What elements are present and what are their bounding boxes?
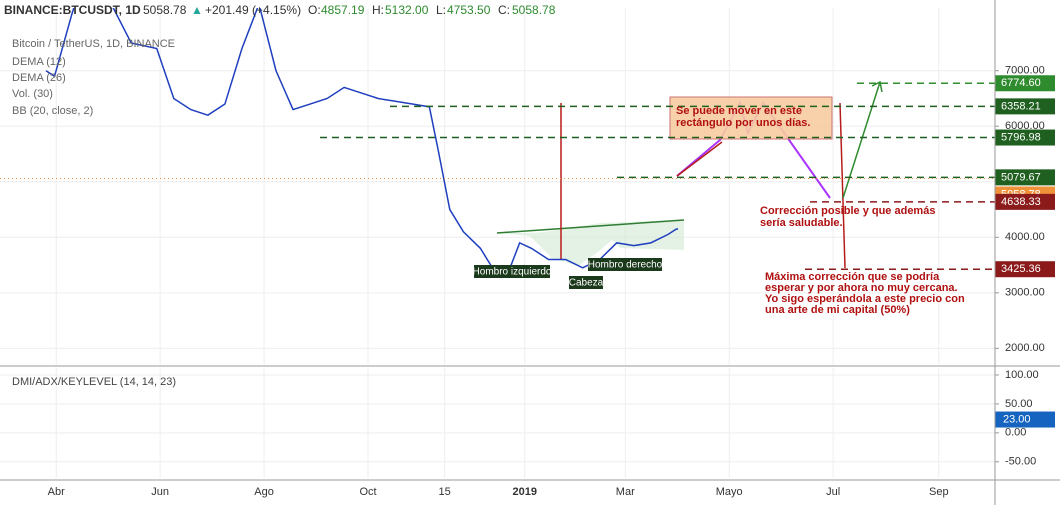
label-bg [474,265,550,278]
note-2: Corrección posible y que además sería sa… [760,205,936,229]
open: 4857.19 [321,3,365,17]
arrow-head [871,80,883,93]
level-tag [995,261,1055,278]
pattern-label: Hombro derecho [588,260,663,271]
level-label: 4638.33 [1001,196,1041,208]
indicator: DEMA (12) [12,56,66,68]
level-label: 5796.98 [1001,131,1041,143]
note-1: Se puede mover en este rectángulo por un… [676,105,811,129]
note-3: Máxima corrección que se podría esperar … [765,272,965,316]
x-tick-label: Jun [151,486,169,498]
level-label: 6774.60 [1001,77,1041,89]
move-line [676,141,723,177]
x-tick-label: 15 [439,486,451,498]
note-box [669,96,833,140]
neckline [496,219,685,234]
key-level-tag [995,411,1055,428]
y-tick-label: 3000.00 [1005,287,1045,299]
x-tick-label: Mayo [716,486,743,498]
y-tick-label: 6000.00 [1005,120,1045,132]
drawings [496,80,883,269]
note-text: Máxima corrección que se podría esperar … [765,272,965,316]
high-label: H: [372,3,384,17]
indicator: BB (20, close, 2) [12,105,93,117]
y-tick-label: 2000.00 [1005,342,1045,354]
label-bg [569,276,603,289]
note-text: Se puede mover en este rectángulo por un… [676,105,811,129]
level-tag [995,98,1055,115]
low: 4753.50 [447,3,491,17]
pattern-area [497,220,684,266]
correction-line [839,102,846,269]
high: 5132.00 [385,3,429,17]
last-price: 5058.78 [143,3,187,17]
up-arrow: ▲ [191,3,203,17]
level-label: 6358.21 [1001,100,1041,112]
level-tag [995,193,1055,210]
level-label: 5079.67 [1001,171,1041,183]
pattern-label: Cabeza [569,278,604,289]
x-tick-label: 2019 [513,486,537,498]
level-tag [995,169,1055,186]
main-title: Bitcoin / TetherUS, 1D, BINANCE [12,38,175,50]
level-label: 3425.36 [1001,263,1041,275]
level-tag [995,75,1055,92]
pattern-label: Hombro izquierdo [473,267,552,278]
symbol: BINANCE:BTCUSDT, 1D [4,3,141,17]
y-tick-label: 7000.00 [1005,65,1045,77]
change: +201.49 (+4.15%) [205,3,301,17]
close-label: C: [498,3,510,17]
y-tick-label: 50.00 [1005,398,1033,410]
x-tick-label: Oct [359,486,376,498]
close: 5058.78 [512,3,556,17]
y-tick-label: 4000.00 [1005,231,1045,243]
key-level-label: 23.00 [1003,413,1031,425]
open-label: O: [308,3,321,17]
y-tick-label: 100.00 [1005,369,1039,381]
target-arrow [842,81,881,199]
level-tag [995,129,1055,146]
low-label: L: [436,3,446,17]
pane-title: DMI/ADX/KEYLEVEL (14, 14, 23) [12,376,176,388]
x-tick-label: Abr [48,486,65,498]
label-bg [588,258,662,271]
y-tick-label: -50.00 [1005,456,1036,468]
y-tick-label: 0.00 [1005,427,1026,439]
x-tick-label: Jul [826,486,840,498]
indicator: Vol. (30) [12,88,53,100]
x-tick-label: Mar [616,486,635,498]
x-tick-label: Ago [254,486,274,498]
indicator: DEMA (26) [12,72,66,84]
x-tick-label: Sep [929,486,949,498]
note-text: Corrección posible y que además sería sa… [760,205,936,229]
